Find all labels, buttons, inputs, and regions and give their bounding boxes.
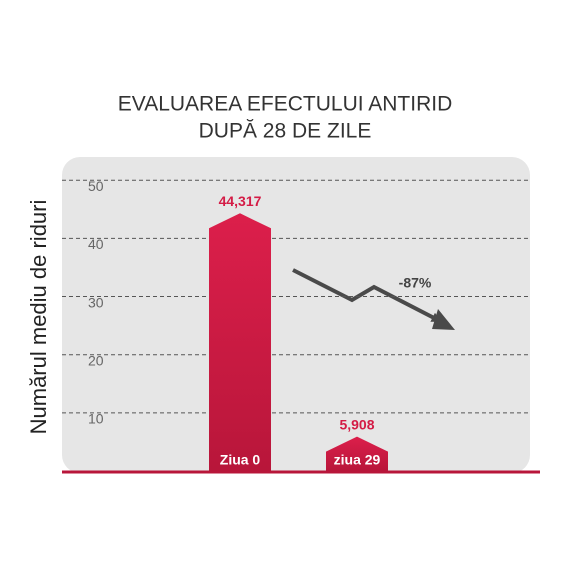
y-tick-label: 40 (88, 236, 104, 252)
y-axis-label: Numărul mediu de riduri (26, 200, 51, 435)
value-label: 44,317 (219, 193, 262, 209)
annotation: -87% (399, 275, 432, 291)
value-label: 5,908 (339, 416, 374, 432)
y-tick-label: 20 (88, 352, 104, 368)
bar (209, 213, 271, 471)
category-label: Ziua 0 (220, 452, 261, 468)
y-tick-label: 50 (88, 178, 104, 194)
plot-background (62, 157, 530, 473)
arrow-head (432, 309, 455, 330)
y-tick-label: 10 (88, 411, 104, 427)
category-label: ziua 29 (334, 452, 381, 468)
chart-title: DUPĂ 28 DE ZILE (199, 120, 372, 143)
y-tick-label: 30 (88, 294, 104, 310)
chart-title: EVALUAREA EFECTULUI ANTIRID (118, 93, 453, 116)
bar (326, 436, 388, 471)
trend-arrow (292, 268, 442, 322)
